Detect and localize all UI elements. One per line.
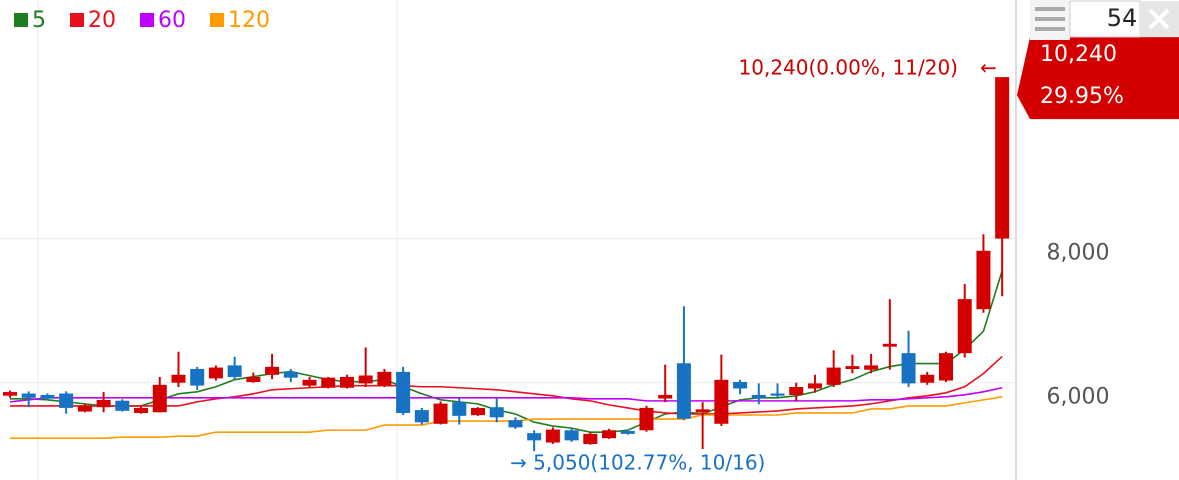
candle-body xyxy=(452,402,467,416)
legend-swatch xyxy=(210,13,224,27)
ma-lines xyxy=(9,270,1003,439)
close-icon xyxy=(1148,8,1170,30)
candle-body xyxy=(864,365,879,370)
counter: 54 xyxy=(1107,4,1138,32)
candle-body xyxy=(190,369,205,386)
ma-line xyxy=(10,396,1003,439)
candle-body xyxy=(339,376,354,388)
candle-body xyxy=(770,393,785,396)
candle-body xyxy=(901,353,916,384)
last-price: 10,240 xyxy=(1040,42,1117,67)
candle-body xyxy=(414,410,429,423)
min-arrow: → xyxy=(510,451,527,475)
candle-body xyxy=(489,407,504,418)
candle-body xyxy=(695,409,710,413)
candle-body xyxy=(751,394,766,399)
candle-body xyxy=(564,430,579,441)
candle-body xyxy=(208,367,223,379)
legend-label: 60 xyxy=(158,8,186,33)
candle-body xyxy=(171,374,186,383)
y-tick-label: 8,000 xyxy=(1047,241,1110,266)
last-change: 29.95% xyxy=(1040,84,1124,109)
counter-box[interactable] xyxy=(1069,0,1141,38)
candle-body xyxy=(246,376,261,382)
legend-swatch xyxy=(14,13,28,27)
candle-body xyxy=(826,367,841,385)
candle-body xyxy=(583,433,598,444)
menu-icon xyxy=(1035,27,1065,31)
ma-line xyxy=(9,386,1003,403)
candle-body xyxy=(302,379,317,386)
candle-body xyxy=(620,430,635,434)
candle-body xyxy=(433,403,448,424)
y-tick-label: 6,000 xyxy=(1047,385,1110,410)
candle-body xyxy=(283,371,298,378)
candle-body xyxy=(77,405,92,412)
candle-body xyxy=(789,387,804,395)
menu-icon xyxy=(1035,7,1065,11)
candle-body xyxy=(527,433,542,441)
candle-body xyxy=(227,365,242,377)
legend-swatch xyxy=(70,13,84,27)
legend: 5 20 60 120 xyxy=(14,8,270,33)
candle-body xyxy=(882,343,897,347)
candle-body xyxy=(639,407,654,431)
candle-body xyxy=(3,392,17,396)
menu-icon xyxy=(1035,17,1065,21)
min-annotation: 5,050(102.77%, 10/16) xyxy=(533,451,765,475)
candle-body xyxy=(40,394,55,399)
candle-body xyxy=(676,363,691,419)
candle-body xyxy=(321,377,336,388)
grid: 6,000 8,000 xyxy=(0,238,1110,410)
candle-body xyxy=(714,379,729,424)
candle-body xyxy=(59,393,74,408)
candle-body xyxy=(733,381,748,389)
candle-body xyxy=(957,299,972,354)
candle-body xyxy=(976,250,991,310)
last-price-box xyxy=(1017,37,1179,120)
candle-body xyxy=(995,77,1010,239)
ma-line xyxy=(10,355,1003,415)
candle-body xyxy=(471,407,485,416)
candle-body xyxy=(545,429,560,443)
candle-body xyxy=(358,375,373,384)
legend-swatch xyxy=(140,13,154,27)
candle-body xyxy=(920,374,935,383)
max-arrow: ← xyxy=(980,56,997,80)
candle-body xyxy=(939,353,953,381)
candle-body xyxy=(134,407,149,413)
candle-body xyxy=(21,393,36,398)
legend-label: 5 xyxy=(32,8,46,33)
candle-body xyxy=(807,383,822,389)
legend-label: 20 xyxy=(88,8,116,33)
candle-body xyxy=(115,400,130,411)
candle-body xyxy=(508,420,523,428)
candle-body xyxy=(396,371,411,413)
annotations: 10,240(0.00%, 11/20) ← → 5,050(102.77%, 10/… xyxy=(510,37,1179,475)
candle-body xyxy=(152,384,167,413)
candle-body xyxy=(845,366,860,370)
legend-label: 120 xyxy=(228,8,270,33)
candle-body xyxy=(658,394,673,399)
candle-body xyxy=(96,400,111,408)
candle-body xyxy=(265,366,280,375)
candle-body xyxy=(377,371,392,386)
max-annotation: 10,240(0.00%, 11/20) xyxy=(739,56,958,80)
toolbar: 54 xyxy=(1030,0,1179,40)
candle-body xyxy=(602,430,617,439)
candles xyxy=(3,77,1010,452)
